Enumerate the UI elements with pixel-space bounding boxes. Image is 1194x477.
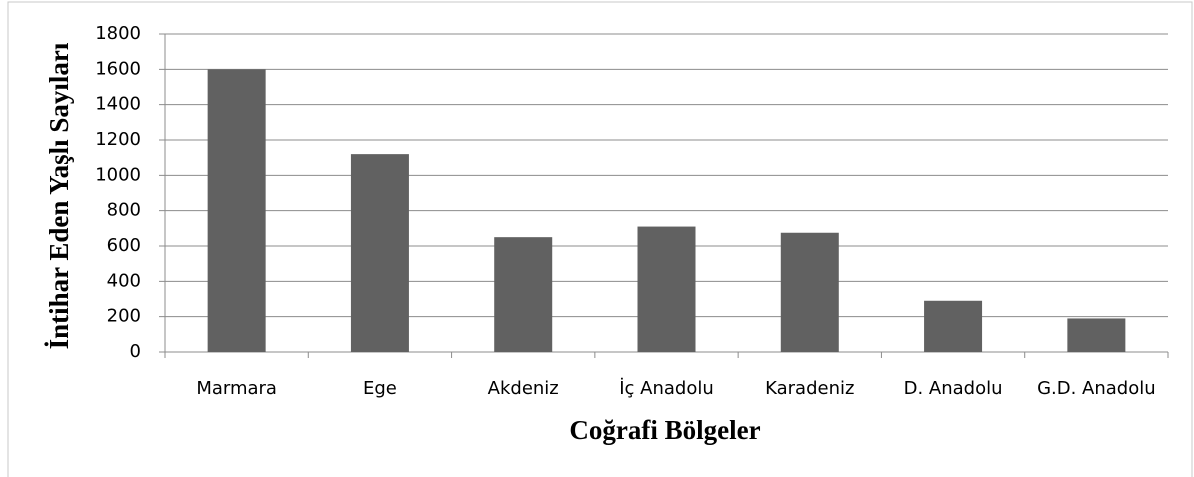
y-tick-label: 200 bbox=[107, 306, 141, 327]
x-tick-label: Karadeniz bbox=[765, 378, 854, 399]
x-axis-title: Coğrafi Bölgeler bbox=[569, 415, 760, 445]
bar bbox=[350, 154, 409, 352]
y-tick-label: 1600 bbox=[95, 58, 141, 79]
bar bbox=[1067, 318, 1126, 352]
y-tick-label: 400 bbox=[107, 270, 141, 291]
bar bbox=[637, 226, 696, 352]
y-tick-label: 1200 bbox=[95, 129, 141, 150]
y-tick-label: 1000 bbox=[95, 164, 141, 185]
bar bbox=[780, 232, 839, 352]
y-tick-label: 1400 bbox=[95, 94, 141, 115]
y-tick-label: 600 bbox=[107, 235, 141, 256]
y-tick-label: 0 bbox=[130, 341, 141, 362]
y-axis-title: İntihar Eden Yaşlı Sayıları bbox=[44, 42, 74, 349]
x-tick-label: Akdeniz bbox=[488, 378, 559, 399]
bar bbox=[207, 69, 266, 352]
x-tick-label: Marmara bbox=[196, 378, 277, 399]
x-tick-label: D. Anadolu bbox=[904, 378, 1003, 399]
x-tick-label: İç Anadolu bbox=[619, 378, 714, 399]
bar bbox=[494, 237, 553, 352]
y-tick-label: 800 bbox=[107, 200, 141, 221]
y-tick-label: 1800 bbox=[95, 23, 141, 44]
x-tick-label: G.D. Anadolu bbox=[1037, 378, 1156, 399]
chart-frame bbox=[7, 1, 1193, 477]
x-tick-label: Ege bbox=[363, 378, 397, 399]
bar bbox=[924, 300, 983, 352]
